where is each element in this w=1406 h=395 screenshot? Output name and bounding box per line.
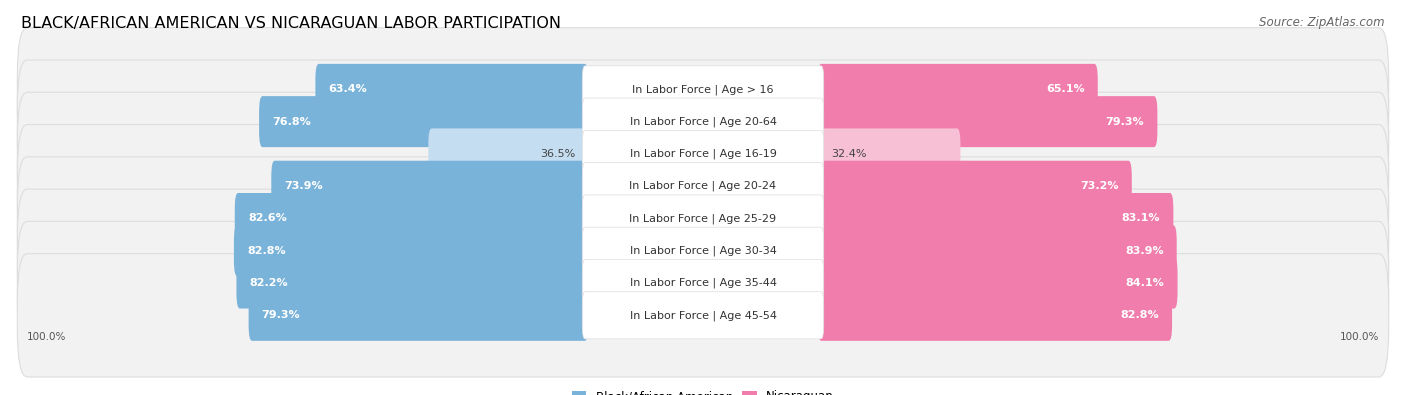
- FancyBboxPatch shape: [818, 258, 1178, 308]
- FancyBboxPatch shape: [818, 128, 960, 179]
- FancyBboxPatch shape: [17, 254, 1389, 377]
- FancyBboxPatch shape: [271, 161, 588, 212]
- FancyBboxPatch shape: [17, 60, 1389, 183]
- Text: In Labor Force | Age 45-54: In Labor Force | Age 45-54: [630, 310, 776, 321]
- Text: In Labor Force | Age 20-24: In Labor Force | Age 20-24: [630, 181, 776, 192]
- Text: 82.8%: 82.8%: [1121, 310, 1159, 320]
- FancyBboxPatch shape: [818, 225, 1177, 276]
- Text: In Labor Force | Age 20-64: In Labor Force | Age 20-64: [630, 117, 776, 127]
- Text: In Labor Force | Age > 16: In Labor Force | Age > 16: [633, 84, 773, 95]
- Text: In Labor Force | Age 35-44: In Labor Force | Age 35-44: [630, 278, 776, 288]
- FancyBboxPatch shape: [818, 161, 1132, 212]
- FancyBboxPatch shape: [582, 163, 824, 210]
- Text: 73.2%: 73.2%: [1080, 181, 1119, 191]
- FancyBboxPatch shape: [582, 260, 824, 307]
- Text: 82.2%: 82.2%: [249, 278, 288, 288]
- Text: 36.5%: 36.5%: [540, 149, 575, 159]
- FancyBboxPatch shape: [818, 193, 1174, 244]
- Legend: Black/African American, Nicaraguan: Black/African American, Nicaraguan: [568, 385, 838, 395]
- Text: 83.1%: 83.1%: [1122, 213, 1160, 224]
- Text: In Labor Force | Age 16-19: In Labor Force | Age 16-19: [630, 149, 776, 159]
- FancyBboxPatch shape: [818, 290, 1173, 341]
- Text: 32.4%: 32.4%: [831, 149, 866, 159]
- FancyBboxPatch shape: [582, 227, 824, 274]
- FancyBboxPatch shape: [259, 96, 588, 147]
- FancyBboxPatch shape: [17, 157, 1389, 280]
- FancyBboxPatch shape: [233, 225, 588, 276]
- FancyBboxPatch shape: [17, 28, 1389, 151]
- Text: 79.3%: 79.3%: [1105, 117, 1144, 127]
- FancyBboxPatch shape: [582, 292, 824, 339]
- Text: 65.1%: 65.1%: [1046, 85, 1084, 94]
- FancyBboxPatch shape: [235, 193, 588, 244]
- Text: 79.3%: 79.3%: [262, 310, 301, 320]
- Text: 63.4%: 63.4%: [329, 85, 367, 94]
- FancyBboxPatch shape: [17, 221, 1389, 345]
- Text: Source: ZipAtlas.com: Source: ZipAtlas.com: [1260, 16, 1385, 29]
- FancyBboxPatch shape: [236, 258, 588, 308]
- FancyBboxPatch shape: [17, 189, 1389, 312]
- FancyBboxPatch shape: [582, 195, 824, 242]
- FancyBboxPatch shape: [818, 96, 1157, 147]
- FancyBboxPatch shape: [582, 98, 824, 145]
- Text: 76.8%: 76.8%: [273, 117, 311, 127]
- FancyBboxPatch shape: [17, 92, 1389, 216]
- FancyBboxPatch shape: [249, 290, 588, 341]
- Text: In Labor Force | Age 30-34: In Labor Force | Age 30-34: [630, 246, 776, 256]
- Text: 100.0%: 100.0%: [27, 332, 66, 342]
- Text: 82.8%: 82.8%: [247, 246, 285, 256]
- Text: 82.6%: 82.6%: [247, 213, 287, 224]
- FancyBboxPatch shape: [582, 130, 824, 177]
- Text: BLACK/AFRICAN AMERICAN VS NICARAGUAN LABOR PARTICIPATION: BLACK/AFRICAN AMERICAN VS NICARAGUAN LAB…: [21, 16, 561, 31]
- FancyBboxPatch shape: [17, 124, 1389, 248]
- Text: 100.0%: 100.0%: [1340, 332, 1379, 342]
- FancyBboxPatch shape: [582, 66, 824, 113]
- Text: In Labor Force | Age 25-29: In Labor Force | Age 25-29: [630, 213, 776, 224]
- Text: 83.9%: 83.9%: [1125, 246, 1164, 256]
- FancyBboxPatch shape: [315, 64, 588, 115]
- FancyBboxPatch shape: [429, 128, 588, 179]
- Text: 73.9%: 73.9%: [284, 181, 323, 191]
- FancyBboxPatch shape: [818, 64, 1098, 115]
- Text: 84.1%: 84.1%: [1126, 278, 1164, 288]
